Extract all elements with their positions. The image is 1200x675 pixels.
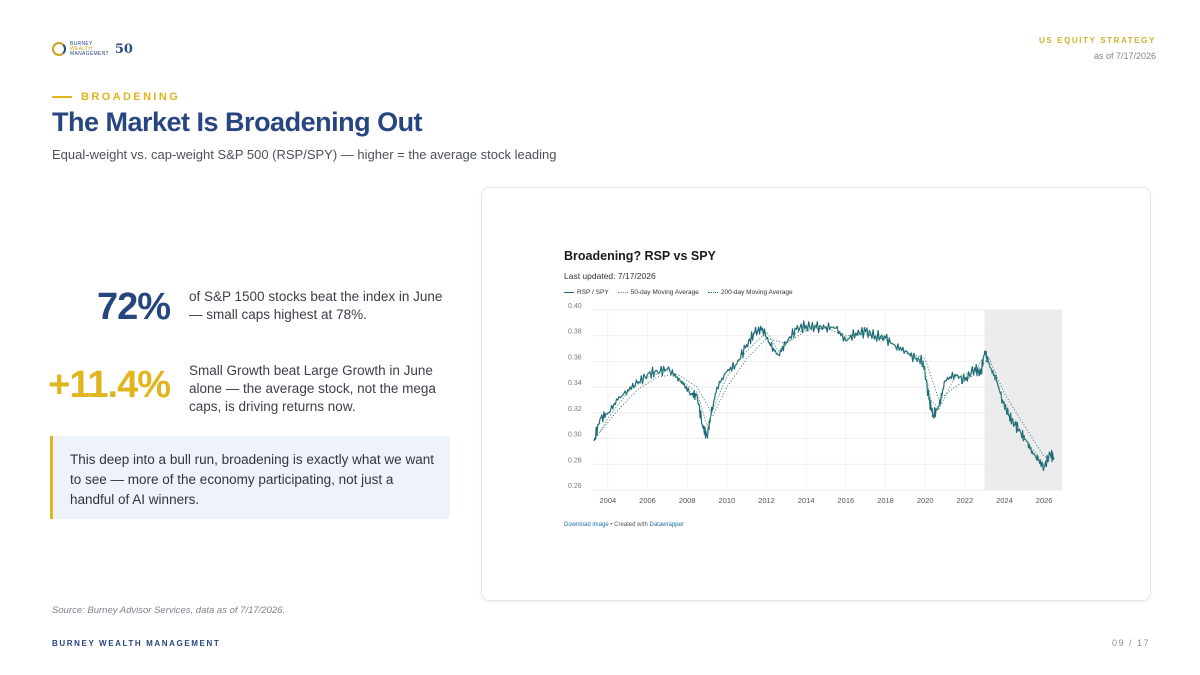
anniversary-badge: 50: [114, 41, 133, 57]
chart-subtitle: Last updated: 7/17/2026: [564, 271, 656, 281]
section-tag: BROADENING: [52, 91, 180, 103]
logo-word: MANAGEMENT: [70, 50, 109, 57]
report-kicker: US EQUITY STRATEGY: [1039, 36, 1156, 45]
x-tick-label: 2006: [639, 496, 656, 505]
company-logo: BURNEY WEALTH MANAGEMENT 50: [52, 40, 133, 58]
x-tick-label: 2008: [679, 496, 696, 505]
credit-text: • Created with: [608, 522, 650, 528]
series-200-day-ma: [599, 327, 1055, 460]
logo-mark-icon: [52, 42, 66, 56]
chart-footer: Download image • Created with Datawrappe…: [564, 522, 684, 528]
legend-label: RSP / SPY: [577, 289, 609, 296]
section-label: BROADENING: [81, 91, 181, 103]
legend-item: RSP / SPY: [564, 289, 609, 296]
legend-swatch: [617, 292, 628, 293]
source-note: Source: Burney Advisor Services, data as…: [52, 605, 286, 616]
x-tick-label: 2018: [877, 496, 894, 505]
section-rule: [52, 96, 72, 98]
logo-wordmark: BURNEY WEALTH MANAGEMENT: [70, 40, 109, 57]
legend-item: 50-day Moving Average: [617, 289, 699, 296]
x-tick-label: 2010: [719, 496, 736, 505]
shaded-region: [984, 310, 1062, 490]
callout-box: This deep into a bull run, broadening is…: [50, 436, 450, 519]
legend-swatch: [564, 292, 574, 293]
stat-value: +11.4%: [48, 364, 171, 406]
page-title: The Market Is Broadening Out: [52, 107, 423, 137]
legend-label: 200-day Moving Average: [720, 289, 793, 296]
report-header: US EQUITY STRATEGY as of 7/17/2026: [1039, 36, 1156, 61]
x-tick-label: 2026: [1036, 496, 1053, 505]
chart-title: Broadening? RSP vs SPY: [564, 249, 716, 263]
x-tick-label: 2014: [798, 496, 815, 505]
y-tick-label: 0.30: [568, 432, 582, 439]
page-subtitle: Equal-weight vs. cap-weight S&P 500 (RSP…: [52, 147, 557, 162]
chart-card: Broadening? RSP vs SPY Last updated: 7/1…: [481, 187, 1151, 601]
series-50-day-ma: [595, 326, 1055, 465]
x-tick-label: 2016: [837, 496, 854, 505]
y-tick-label: 0.38: [568, 329, 582, 336]
page-number: 09 / 17: [1111, 638, 1150, 648]
y-tick-label: 0.36: [568, 354, 582, 361]
x-tick-label: 2022: [956, 496, 973, 505]
stat-value: 72%: [96, 286, 171, 328]
stat-description: of S&P 1500 stocks beat the index in Jun…: [189, 289, 443, 322]
legend-label: 50-day Moving Average: [630, 289, 699, 296]
x-tick-label: 2024: [996, 496, 1013, 505]
y-tick-label: 0.34: [568, 380, 582, 387]
legend-swatch: [707, 292, 718, 293]
stat-description: Small Growth beat Large Growth in June a…: [189, 363, 436, 414]
y-tick-label: 0.26: [568, 483, 582, 490]
legend-item: 200-day Moving Average: [707, 289, 793, 296]
report-date: as of 7/17/2026: [1093, 51, 1156, 61]
stat-block: 72% of S&P 1500 stocks beat the index in…: [40, 286, 460, 346]
x-tick-label: 2012: [758, 496, 775, 505]
logo-word: BURNEY: [70, 40, 93, 47]
logo-word: WEALTH: [70, 45, 93, 52]
footer-brand: BURNEY WEALTH MANAGEMENT: [52, 639, 221, 648]
x-tick-label: 2020: [917, 496, 934, 505]
y-tick-label: 0.40: [568, 303, 582, 310]
download-image-link[interactable]: Download image: [564, 522, 609, 528]
y-tick-label: 0.28: [568, 457, 582, 464]
stat-block: +11.4% Small Growth beat Large Growth in…: [40, 362, 460, 422]
chart-legend: RSP / SPY 50-day Moving Average 200-day …: [564, 289, 793, 296]
x-tick-label: 2004: [600, 496, 617, 505]
line-chart: 0.26 0.28 0.30 0.32 0.34 0.36 0.38 0.40 2004 2006…: [568, 303, 1062, 505]
y-tick-label: 0.32: [568, 406, 582, 413]
datawrapper-link[interactable]: Datawrapper: [649, 522, 684, 528]
